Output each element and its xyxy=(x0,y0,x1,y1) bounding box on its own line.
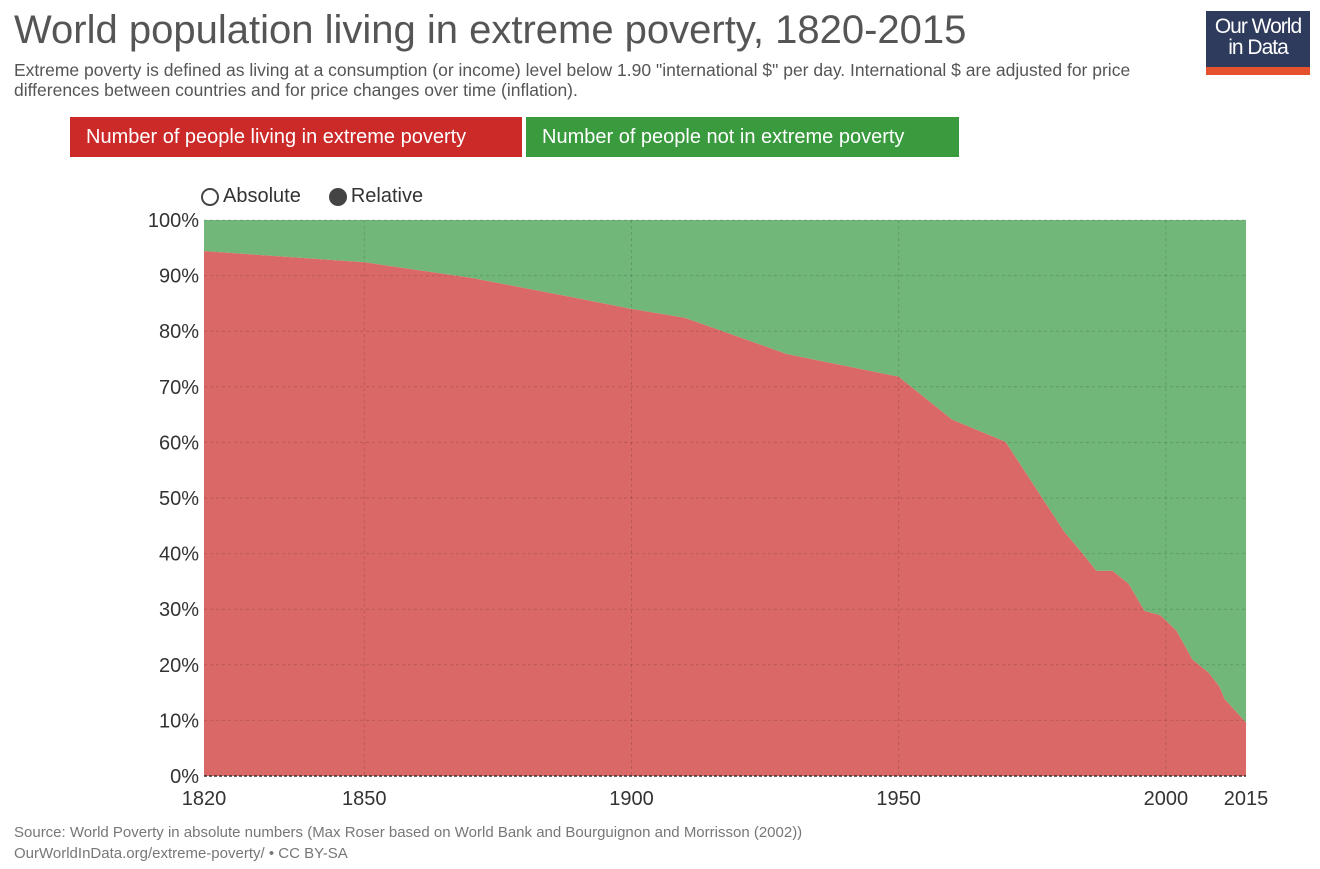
y-tick-label: 60% xyxy=(159,432,199,454)
logo-bar xyxy=(1206,67,1310,75)
y-tick-label: 90% xyxy=(159,266,199,288)
y-tick-label: 0% xyxy=(170,766,199,788)
mode-toggle: Absolute Relative xyxy=(201,185,423,208)
license-link[interactable]: OurWorldInData.org/extreme-poverty/ • CC… xyxy=(14,845,348,862)
logo-text-2: in Data xyxy=(1228,36,1289,59)
absolute-label[interactable]: Absolute xyxy=(223,185,301,207)
y-tick-label: 80% xyxy=(159,321,199,343)
radio-relative-icon[interactable] xyxy=(328,187,347,206)
y-tick-label: 40% xyxy=(159,544,199,566)
area-not-poverty xyxy=(204,220,1246,723)
x-tick-label: 1900 xyxy=(609,788,654,810)
source-text: Source: World Poverty in absolute number… xyxy=(14,824,803,841)
y-tick-label: 10% xyxy=(159,710,199,732)
logo-text-1: Our World xyxy=(1214,15,1302,38)
y-tick-label: 70% xyxy=(159,377,199,399)
radio-absolute-icon[interactable] xyxy=(201,187,219,206)
y-tick-label: 50% xyxy=(159,488,199,510)
y-tick-label: 100% xyxy=(148,210,199,232)
x-tick-label: 1850 xyxy=(342,788,387,810)
legend-poverty[interactable]: Number of people living in extreme pover… xyxy=(70,117,522,157)
legend-not-poverty[interactable]: Number of people not in extreme poverty xyxy=(526,117,959,157)
x-tick-label: 2000 xyxy=(1144,788,1189,810)
x-tick-label: 1820 xyxy=(182,788,227,810)
relative-label[interactable]: Relative xyxy=(350,185,424,207)
source-note: Source: World Poverty in absolute number… xyxy=(14,822,802,864)
y-tick-label: 20% xyxy=(159,655,199,677)
area-poverty xyxy=(204,251,1246,777)
chart-subtitle: Extreme poverty is defined as living at … xyxy=(14,60,1131,100)
x-tick-label: 1950 xyxy=(876,788,921,810)
owid-logo[interactable]: Our World in Data xyxy=(1206,11,1310,75)
chart-title: World population living in extreme pover… xyxy=(14,8,967,52)
y-tick-label: 30% xyxy=(159,599,199,621)
x-tick-label: 2015 xyxy=(1224,788,1269,810)
